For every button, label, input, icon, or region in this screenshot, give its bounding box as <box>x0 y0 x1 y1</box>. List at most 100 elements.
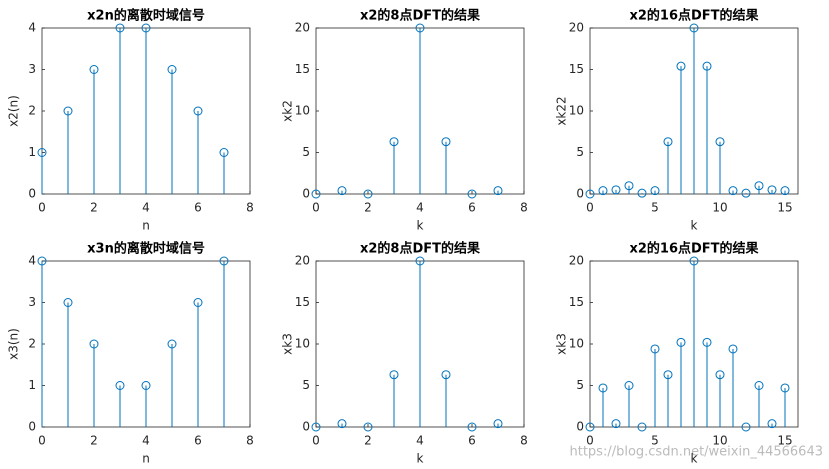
y-tick-label: 2 <box>28 337 36 351</box>
chart-title: x2的16点DFT的结果 <box>629 8 758 24</box>
stem-marker <box>715 137 725 147</box>
chart-title: x2n的离散时域信号 <box>87 8 205 24</box>
stem-marker <box>415 256 425 266</box>
stem-marker <box>624 381 634 390</box>
x-axis-label: k <box>691 452 698 466</box>
y-tick-label: 4 <box>28 254 36 268</box>
x-tick-label: 6 <box>468 201 476 215</box>
stem-marker <box>624 181 634 191</box>
stem-marker <box>467 422 477 432</box>
watermark: https://blog.csdn.net/weixin_44566643 <box>569 445 823 460</box>
y-tick-label: 15 <box>295 295 310 309</box>
x-tick-label: 15 <box>777 434 792 448</box>
x-tick-label: 0 <box>586 434 594 448</box>
stem-marker <box>311 189 321 199</box>
x-tick-label: 2 <box>364 434 372 448</box>
stem-marker <box>415 23 425 33</box>
stem-marker <box>689 256 699 266</box>
x-tick-label: 8 <box>520 434 528 448</box>
stem-marker <box>337 186 347 196</box>
chart-title: x2的8点DFT的结果 <box>360 241 480 257</box>
x-tick-label: 10 <box>712 201 727 215</box>
stem-marker <box>493 419 503 429</box>
y-tick-label: 0 <box>28 187 36 201</box>
stem-marker <box>115 381 125 390</box>
stem-marker <box>363 422 373 432</box>
stem-marker <box>167 339 177 349</box>
stem-marker <box>663 370 673 380</box>
x-tick-label: 15 <box>777 201 792 215</box>
x-tick-label: 0 <box>586 201 594 215</box>
y-tick-label: 0 <box>576 187 584 201</box>
x-tick-label: 4 <box>416 201 424 215</box>
stem-marker <box>650 186 660 196</box>
stem-marker <box>337 419 347 429</box>
x-tick-label: 2 <box>90 434 98 448</box>
stem-marker <box>728 186 738 196</box>
x-tick-label: 0 <box>38 434 46 448</box>
x-tick-label: 0 <box>312 434 320 448</box>
stem-marker <box>676 337 686 347</box>
stem-marker <box>702 337 712 347</box>
y-tick-label: 20 <box>295 254 310 268</box>
stem-marker <box>611 185 621 195</box>
y-tick-label: 20 <box>569 254 584 268</box>
stem-marker <box>780 186 790 196</box>
stem-marker <box>741 422 751 432</box>
y-tick-label: 2 <box>28 104 36 118</box>
stem-marker <box>702 61 712 71</box>
y-axis-label: xk3 <box>281 333 295 355</box>
x-axis-label: n <box>142 219 150 233</box>
chart-title: x2的8点DFT的结果 <box>360 8 480 24</box>
x-tick-label: 4 <box>142 434 150 448</box>
y-tick-label: 5 <box>576 378 584 392</box>
stem-marker <box>585 189 595 199</box>
stem-marker <box>193 298 203 307</box>
x-tick-label: 8 <box>520 201 528 215</box>
y-axis-label: x3(n) <box>7 328 21 360</box>
stem-marker <box>389 370 399 380</box>
stem-marker <box>650 344 660 354</box>
y-tick-label: 10 <box>569 337 584 351</box>
stem-marker <box>585 422 595 432</box>
y-tick-label: 5 <box>576 145 584 159</box>
x-axis-label: n <box>142 452 150 466</box>
stem-marker <box>389 137 399 147</box>
y-tick-label: 4 <box>28 21 36 35</box>
stem-marker <box>89 65 99 74</box>
x-tick-label: 6 <box>194 201 202 215</box>
stem-marker <box>467 189 477 199</box>
x-tick-label: 6 <box>194 434 202 448</box>
stem-marker <box>63 106 73 116</box>
y-tick-label: 15 <box>295 62 310 76</box>
chart-title: x2的16点DFT的结果 <box>629 241 758 257</box>
stem-marker <box>37 256 47 266</box>
x-tick-label: 0 <box>312 201 320 215</box>
y-axis-label: xk22 <box>555 96 569 125</box>
stem-marker <box>89 339 99 349</box>
stem-marker <box>441 370 451 380</box>
x-axis-label: k <box>417 219 424 233</box>
stem-marker <box>141 381 151 390</box>
stem-marker <box>141 23 151 33</box>
stem-marker <box>780 383 790 393</box>
stem-marker <box>167 65 177 74</box>
y-axis-label: xk2 <box>281 100 295 122</box>
x-tick-label: 8 <box>246 434 254 448</box>
x-tick-label: 2 <box>364 201 372 215</box>
x-tick-label: 4 <box>416 434 424 448</box>
x-axis-label: k <box>691 219 698 233</box>
stem-marker <box>598 383 608 393</box>
stem-marker <box>363 189 373 199</box>
x-tick-label: 5 <box>651 201 659 215</box>
stem-marker <box>754 181 764 191</box>
x-tick-label: 10 <box>712 434 727 448</box>
y-tick-label: 3 <box>28 295 36 309</box>
y-tick-label: 5 <box>302 378 310 392</box>
y-tick-label: 0 <box>302 420 310 434</box>
stem-marker <box>219 256 229 266</box>
stem-marker <box>311 422 321 432</box>
stem-marker <box>611 419 621 429</box>
